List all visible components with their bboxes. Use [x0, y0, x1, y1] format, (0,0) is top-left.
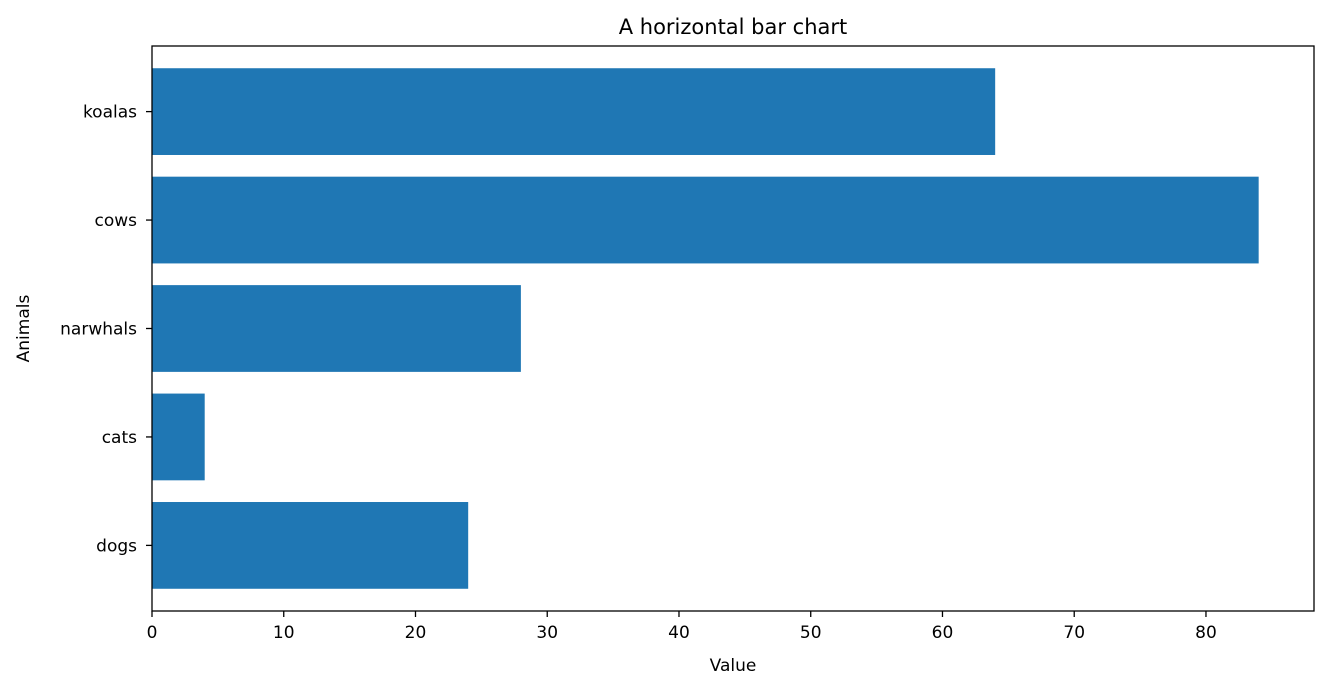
y-tick-label: cows — [94, 211, 137, 231]
x-tick-label: 40 — [668, 623, 690, 643]
x-tick-label: 0 — [147, 623, 158, 643]
plot-area-frame — [151, 45, 1315, 612]
x-axis-label: Value — [710, 656, 757, 676]
bar-narwhals — [152, 285, 521, 372]
bars-group — [152, 68, 1259, 589]
x-axis-ticks: 0 10 20 30 40 50 60 70 80 — [147, 611, 1217, 643]
x-tick-label: 10 — [273, 623, 295, 643]
bar-cats — [152, 393, 205, 481]
x-tick-label: 20 — [405, 623, 427, 643]
x-tick-label: 50 — [800, 623, 822, 643]
x-tick-label: 70 — [1063, 623, 1085, 643]
y-tick-label: narwhals — [60, 320, 137, 340]
y-tick-label: dogs — [96, 536, 137, 556]
x-tick-label: 60 — [932, 623, 954, 643]
y-tick-label: koalas — [83, 103, 137, 123]
bar-cows — [152, 176, 1259, 264]
y-axis-ticks: dogs cats narwhals cows koalas — [60, 103, 152, 556]
y-axis-label: Animals — [14, 295, 34, 363]
chart-title: A horizontal bar chart — [619, 15, 848, 39]
bar-koalas — [152, 68, 996, 155]
x-tick-label: 80 — [1195, 623, 1217, 643]
x-tick-label: 30 — [536, 623, 558, 643]
y-tick-label: cats — [102, 428, 137, 448]
bar-dogs — [152, 502, 469, 589]
